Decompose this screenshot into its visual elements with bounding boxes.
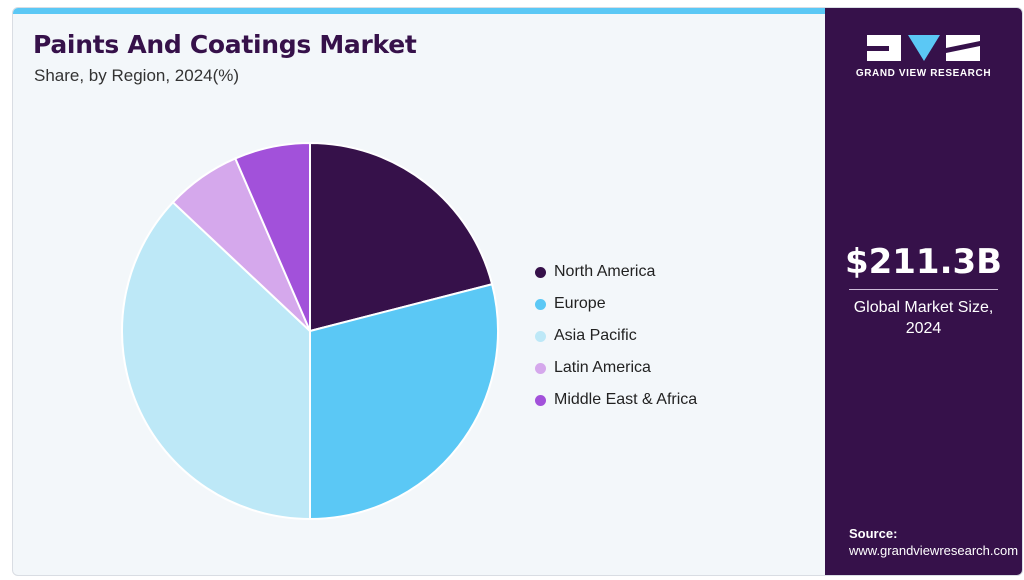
source-label: Source: [849, 526, 898, 541]
brand-name: GRAND VIEW RESEARCH [855, 68, 992, 79]
gvr-logo-icon [867, 35, 980, 61]
market-size-value: $211.3B [844, 242, 1003, 282]
report-card: Paints And Coatings Market Share, by Reg… [12, 7, 1023, 576]
accent-bar [13, 8, 825, 14]
legend-item-latin-america: Latin America [535, 352, 697, 384]
legend-item-north-america: North America [535, 256, 697, 288]
market-size-label: Global Market Size, 2024 [825, 297, 1022, 339]
pie-slice-middle-east-africa [234, 141, 311, 332]
legend-swatch [535, 298, 546, 310]
legend-swatch [535, 266, 546, 278]
side-panel: GRAND VIEW RESEARCH $211.3B Global Marke… [825, 8, 1022, 575]
legend-label: Europe [554, 295, 606, 312]
legend-label: Middle East & Africa [554, 391, 698, 408]
divider [849, 289, 998, 290]
pie-slice-north-america [309, 141, 494, 333]
legend-swatch [535, 394, 546, 406]
pie-slice-asia-pacific [121, 200, 311, 521]
legend-label: Asia Pacific [554, 327, 637, 344]
chart-legend: North America Europe Asia Pacific Latin … [535, 256, 697, 416]
legend-item-europe: Europe [535, 288, 697, 320]
market-size-label-line1: Global Market Size, [853, 299, 994, 316]
legend-item-middle-east-africa: Middle East & Africa [535, 384, 697, 416]
pie-chart [121, 141, 499, 521]
legend-item-asia-pacific: Asia Pacific [535, 320, 697, 352]
legend-swatch [535, 330, 546, 342]
chart-title: Paints And Coatings Market [33, 30, 417, 59]
source-link[interactable]: www.grandviewresearch.com [849, 543, 1019, 558]
legend-label: North America [554, 263, 656, 280]
legend-label: Latin America [554, 359, 651, 376]
pie-slice-europe [309, 283, 499, 521]
legend-swatch [535, 362, 546, 374]
market-size-label-line2: 2024 [905, 320, 942, 337]
chart-subtitle: Share, by Region, 2024(%) [34, 66, 240, 85]
